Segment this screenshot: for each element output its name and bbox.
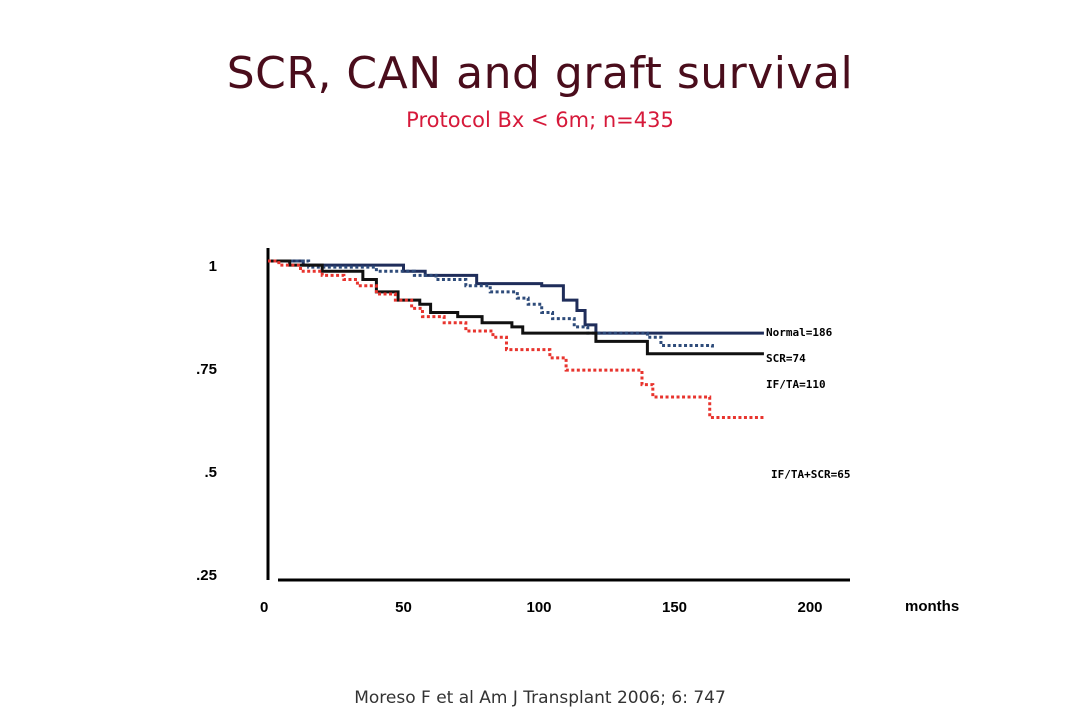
x-tick-label: 50 [395,599,412,616]
y-tick-label: .25 [196,567,217,584]
y-tick-label: .75 [196,361,217,378]
x-tick-label: 200 [797,599,822,616]
series-line-3 [268,259,764,356]
series-line-1 [268,259,764,335]
series-line-4 [268,259,764,420]
slide-title: SCR, CAN and graft survival [226,48,854,99]
x-tick-label: 0 [260,599,268,616]
series-layer [268,259,764,420]
series-label-4: IF/TA+SCR=65 [771,468,850,481]
y-tick-labels: 1 .75 .5 .25 [196,258,217,584]
x-axis-label: months [905,598,959,615]
x-tick-labels: 0 50 100 150 200 [260,599,823,616]
series-label-1: Normal=186 [766,326,833,339]
series-labels: Normal=186 SCR=74 IF/TA=110 IF/TA+SCR=65 [766,326,850,481]
slide-subtitle: Protocol Bx < 6m; n=435 [406,108,674,132]
y-tick-label: 1 [209,258,217,275]
series-label-3: IF/TA=110 [766,378,826,391]
x-tick-label: 150 [662,599,687,616]
citation: Moreso F et al Am J Transplant 2006; 6: … [354,688,726,708]
series-line-2 [268,259,714,350]
x-tick-label: 100 [526,599,551,616]
y-tick-label: .5 [204,464,217,481]
series-label-2: SCR=74 [766,352,806,365]
